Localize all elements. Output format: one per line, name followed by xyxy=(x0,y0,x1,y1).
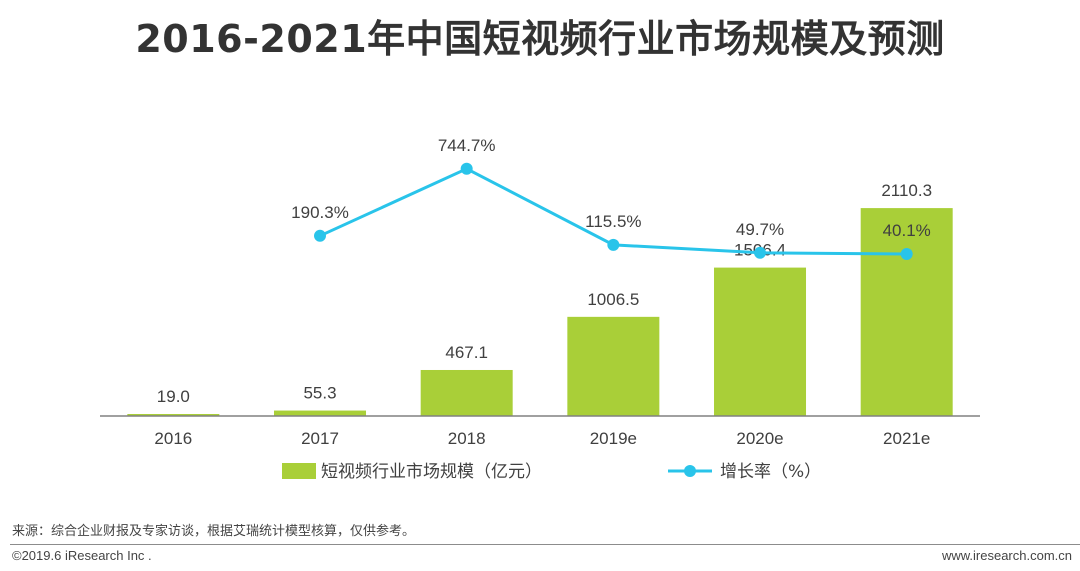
x-tick-2018: 2018 xyxy=(448,429,486,448)
bar-2021e xyxy=(860,208,953,416)
legend-bar-label: 短视频行业市场规模（亿元） xyxy=(321,462,542,482)
growth-point-2019e xyxy=(607,238,620,251)
source-note: 来源：综合企业财报及专家访谈，根据艾瑞统计模型核算，仅供参考。 xyxy=(12,524,416,539)
x-tick-2021e: 2021e xyxy=(883,429,930,448)
growth-label-2021e: 40.1% xyxy=(883,221,931,240)
growth-label-2018: 744.7% xyxy=(438,136,496,155)
growth-point-2021e xyxy=(900,247,913,260)
legend-line-marker xyxy=(684,465,696,477)
bar-label-2019e: 1006.5 xyxy=(587,290,639,309)
x-tick-2017: 2017 xyxy=(301,429,339,448)
x-tick-2016: 2016 xyxy=(154,429,192,448)
x-tick-labels: 2016 2017 2018 2019e 2020e 2021e xyxy=(154,429,930,448)
growth-point-2018 xyxy=(460,162,473,175)
x-tick-2019e: 2019e xyxy=(590,429,637,448)
bar-label-2016: 19.0 xyxy=(157,387,190,406)
bar-2020e xyxy=(714,267,807,416)
bar-2016 xyxy=(127,414,220,416)
copyright: ©2019.6 iResearch Inc . xyxy=(12,548,152,563)
bar-label-2017: 55.3 xyxy=(303,384,336,403)
growth-label-2020e: 49.7% xyxy=(736,220,784,239)
growth-label-2017: 190.3% xyxy=(291,203,349,222)
legend: 短视频行业市场规模（亿元） 增长率（%） xyxy=(282,462,821,482)
bar-2019e xyxy=(567,316,660,416)
growth-point-2020e xyxy=(754,246,767,259)
growth-point-2017 xyxy=(314,229,327,242)
footer-divider xyxy=(10,544,1080,545)
bar-series xyxy=(127,208,953,416)
website-link[interactable]: www.iresearch.com.cn xyxy=(941,548,1072,563)
legend-bar-swatch xyxy=(282,463,316,479)
bar-2018 xyxy=(420,369,513,416)
bar-label-2018: 467.1 xyxy=(445,343,488,362)
line-series xyxy=(314,162,913,260)
line-value-labels: 190.3% 744.7% 115.5% 49.7% 40.1% xyxy=(291,136,931,240)
bar-2017 xyxy=(274,410,367,416)
x-tick-2020e: 2020e xyxy=(736,429,783,448)
bar-label-2021e: 2110.3 xyxy=(881,181,932,200)
growth-label-2019e: 115.5% xyxy=(585,212,641,231)
page-title: 2016-2021年中国短视频行业市场规模及预测 xyxy=(135,17,945,61)
legend-line-label: 增长率（%） xyxy=(720,462,821,482)
